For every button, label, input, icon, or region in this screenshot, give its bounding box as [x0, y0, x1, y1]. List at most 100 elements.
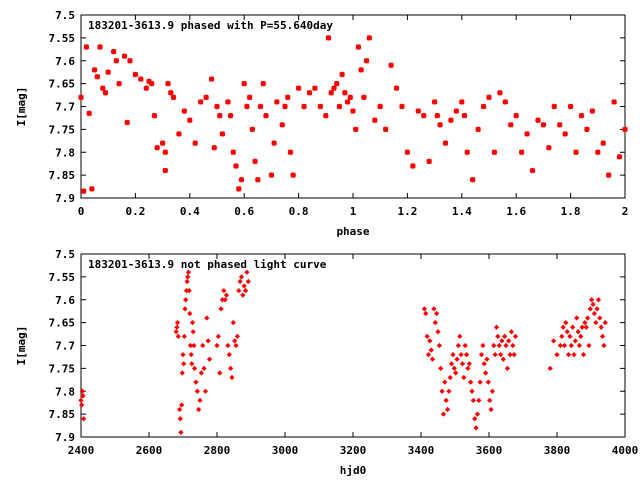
data-point — [179, 370, 185, 376]
data-point — [451, 365, 457, 371]
x-tick-label: 4000 — [612, 444, 639, 457]
data-point — [132, 71, 139, 78]
data-point — [448, 361, 455, 367]
data-point — [535, 117, 541, 123]
phased-chart-x-axis-label: phase — [336, 225, 369, 238]
data-point — [274, 99, 280, 105]
data-point — [431, 99, 438, 105]
data-point — [561, 342, 568, 349]
data-point — [214, 342, 220, 349]
data-point — [317, 103, 324, 110]
data-point — [564, 329, 570, 335]
data-point — [353, 126, 359, 133]
data-point — [191, 342, 197, 349]
y-tick-label: 7.8 — [55, 146, 75, 159]
data-point — [489, 388, 496, 394]
data-point — [174, 320, 181, 326]
data-point — [529, 167, 536, 174]
data-point — [466, 361, 472, 367]
y-tick-label: 7.8 — [55, 385, 75, 398]
data-point — [165, 80, 171, 87]
data-point — [508, 122, 514, 128]
x-tick-label: 1.8 — [561, 205, 581, 218]
data-point — [257, 103, 264, 110]
data-point — [331, 85, 337, 91]
data-point — [605, 172, 612, 178]
data-point — [547, 365, 553, 371]
data-point — [226, 352, 232, 358]
data-point — [432, 320, 438, 326]
data-point — [350, 108, 356, 114]
data-point — [567, 333, 573, 339]
data-point — [185, 269, 192, 275]
data-point — [559, 333, 565, 339]
data-point — [469, 176, 476, 183]
data-point — [244, 269, 250, 275]
unphased-chart-y-axis-label: I[mag] — [15, 326, 28, 366]
data-point — [105, 69, 111, 75]
data-point — [595, 149, 601, 155]
data-point — [582, 320, 588, 326]
data-point — [488, 406, 494, 413]
data-point — [474, 411, 481, 417]
data-point — [458, 352, 464, 358]
data-point — [323, 112, 329, 119]
data-point — [80, 393, 86, 399]
y-tick-label: 7.6 — [55, 294, 75, 307]
y-tick-label: 7.55 — [49, 271, 76, 284]
data-point — [426, 158, 432, 165]
data-point — [436, 342, 442, 349]
data-point — [570, 324, 576, 330]
phased-chart-points — [78, 35, 628, 194]
data-point — [453, 370, 459, 376]
data-point — [200, 342, 206, 349]
data-point — [182, 306, 188, 312]
data-point — [464, 149, 470, 155]
data-point — [587, 306, 593, 312]
data-point — [465, 365, 471, 371]
data-point — [567, 103, 574, 110]
y-tick-label: 7.9 — [55, 431, 75, 444]
data-point — [506, 338, 512, 344]
data-point — [173, 329, 179, 335]
data-point — [560, 324, 566, 330]
data-point — [600, 140, 606, 146]
y-tick-label: 7.7 — [55, 340, 75, 353]
data-point — [508, 329, 515, 335]
y-tick-label: 7.65 — [49, 317, 76, 330]
data-point — [557, 122, 563, 128]
data-point — [487, 397, 493, 404]
data-point — [185, 274, 191, 280]
data-point — [504, 365, 510, 371]
data-point — [260, 80, 266, 87]
data-point — [461, 374, 467, 381]
data-point — [179, 402, 185, 408]
data-point — [196, 406, 202, 413]
data-point — [100, 85, 106, 91]
data-point — [229, 374, 235, 381]
data-point — [476, 397, 482, 404]
data-point — [78, 397, 84, 404]
data-point — [177, 416, 183, 422]
data-point — [223, 292, 230, 298]
data-point — [423, 310, 429, 317]
data-point — [268, 172, 275, 178]
y-tick-label: 7.9 — [55, 192, 75, 205]
y-tick-label: 7.55 — [49, 32, 76, 45]
data-point — [271, 140, 277, 146]
data-point — [162, 167, 169, 174]
data-point — [246, 94, 253, 101]
data-point — [306, 90, 313, 96]
data-point — [477, 379, 483, 385]
data-point — [282, 103, 288, 110]
data-point — [81, 416, 87, 422]
data-point — [181, 361, 187, 367]
x-tick-label: 3600 — [476, 444, 503, 457]
phased-chart-ticks: 0 0.2 0.4 0.6 0.8 1 1.2 1.4 1.6 1.8 2 7.5 7.55 7.6 7.6… — [49, 9, 629, 218]
data-point — [448, 117, 454, 123]
x-tick-label: 0.8 — [289, 205, 309, 218]
data-point — [475, 126, 481, 133]
data-point — [328, 90, 334, 96]
